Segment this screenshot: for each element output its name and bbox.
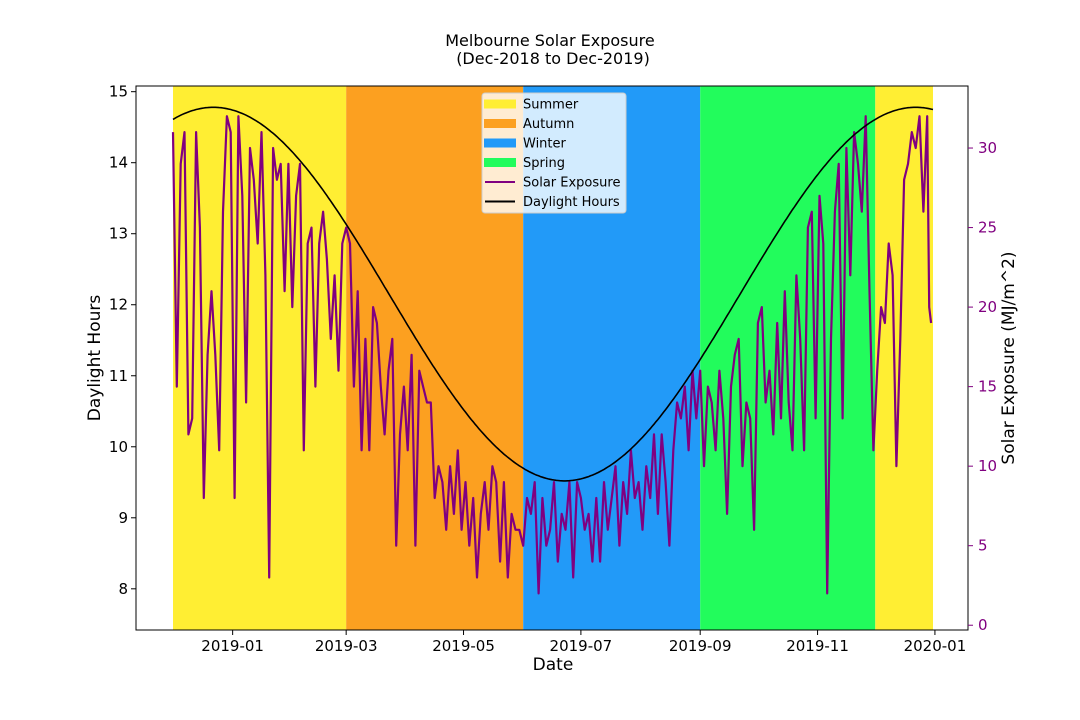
legend-swatch-autumn xyxy=(484,119,516,128)
legend-swatch-spring xyxy=(484,158,516,167)
y-left-tick-label: 13 xyxy=(109,225,128,243)
y-right-tick-label: 30 xyxy=(978,139,997,157)
x-tick-label: 2019-09 xyxy=(669,637,732,655)
y-right-tick-label: 25 xyxy=(978,219,997,237)
legend-box xyxy=(481,92,627,214)
y-right-tick-label: 5 xyxy=(978,537,988,555)
legend-swatch-summer xyxy=(484,99,516,109)
y-axis-right: 0 5 10 15 20 25 30 xyxy=(968,139,997,634)
x-axis-title: Date xyxy=(533,655,574,675)
x-tick-label: 2020-01 xyxy=(904,637,967,655)
legend: Summer Autumn Winter Spring Solar Exposure Da… xyxy=(481,92,627,214)
y-left-tick-label: 10 xyxy=(109,438,128,456)
x-tick-label: 2019-03 xyxy=(315,637,378,655)
y-axis-left-title: Daylight Hours xyxy=(85,295,105,422)
y-right-tick-label: 0 xyxy=(978,616,988,634)
x-axis: 2019-01 2019-03 2019-05 2019-07 2019-09 2019-… xyxy=(201,630,966,655)
solar-exposure-line xyxy=(171,115,933,595)
legend-label: Spring xyxy=(523,156,565,171)
daylight-hours-line xyxy=(172,106,934,482)
y-left-tick-label: 8 xyxy=(118,580,128,598)
x-tick-label: 2019-07 xyxy=(550,637,613,655)
legend-label: Solar Exposure xyxy=(523,176,620,191)
y-axis-left: 8 9 10 11 12 13 14 15 xyxy=(109,83,136,598)
y-left-tick-label: 15 xyxy=(109,83,128,101)
chart-subtitle: (Dec-2018 to Dec-2019) xyxy=(456,49,650,68)
y-right-tick-label: 10 xyxy=(978,457,997,475)
y-axis-right-title: Solar Exposure (MJ/m^2) xyxy=(999,251,1019,464)
plot-frame xyxy=(135,85,969,631)
legend-label: Daylight Hours xyxy=(523,195,620,210)
y-left-tick-label: 14 xyxy=(109,154,128,172)
y-left-tick-label: 11 xyxy=(109,367,128,385)
solar-exposure-series xyxy=(171,115,933,595)
legend-label: Winter xyxy=(523,137,567,152)
x-tick-label: 2019-11 xyxy=(786,637,849,655)
y-left-tick-label: 12 xyxy=(109,296,128,314)
y-left-tick-label: 9 xyxy=(118,509,128,527)
legend-label: Summer xyxy=(523,98,579,113)
x-tick-label: 2019-05 xyxy=(432,637,495,655)
y-right-tick-label: 20 xyxy=(978,298,997,316)
chart-title: Melbourne Solar Exposure xyxy=(445,31,654,50)
y-right-tick-label: 15 xyxy=(978,378,997,396)
legend-swatch-winter xyxy=(484,138,516,148)
legend-label: Autumn xyxy=(523,117,574,132)
daylight-hours-series xyxy=(172,106,934,482)
x-tick-label: 2019-01 xyxy=(201,637,264,655)
